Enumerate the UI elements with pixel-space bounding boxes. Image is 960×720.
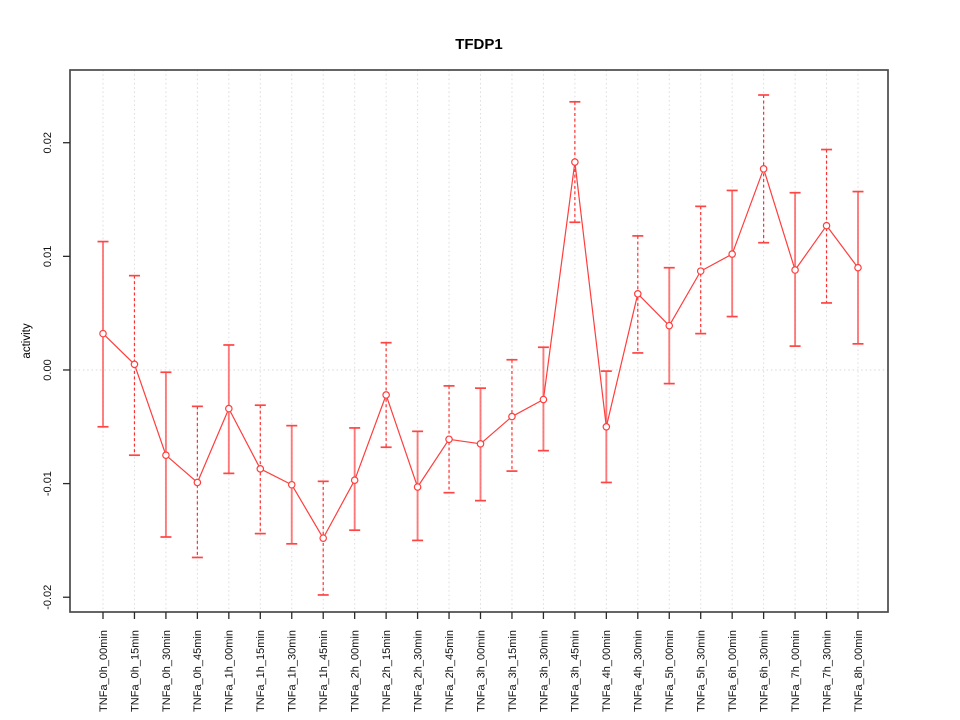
- data-point-marker: [696, 267, 705, 275]
- y-tick-label: 0.01: [42, 246, 54, 267]
- data-point-marker: [539, 395, 548, 404]
- x-axis-tick-labels: TNFa_0h_00min TNFa_0h_15min TNFa_0h_30min T…: [98, 630, 865, 712]
- data-point-marker: [822, 221, 831, 230]
- data-point-marker: [602, 422, 611, 431]
- x-axis-ticks: [102, 612, 859, 619]
- data-point-marker: [287, 480, 296, 489]
- data-point-marker: [759, 165, 768, 173]
- data-point-marker: [256, 465, 265, 473]
- data-point-marker: [193, 478, 202, 487]
- x-tick-label: TNFa_1h_45min: [318, 630, 330, 712]
- y-tick-label: -0.01: [42, 471, 54, 496]
- gridlines: [70, 70, 888, 612]
- x-tick-label: TNFa_1h_00min: [224, 630, 236, 712]
- x-tick-label: TNFa_7h_30min: [821, 630, 833, 712]
- data-point-marker: [413, 483, 422, 491]
- data-point-marker: [665, 321, 674, 330]
- data-point-marker: [130, 360, 139, 369]
- x-tick-label: TNFa_1h_30min: [287, 630, 299, 712]
- y-tick-label: -0.02: [42, 585, 54, 610]
- x-tick-label: TNFa_5h_30min: [696, 630, 708, 712]
- x-tick-label: TNFa_3h_00min: [475, 630, 487, 712]
- data-point-marker: [791, 266, 799, 274]
- x-tick-label: TNFa_4h_00min: [601, 630, 613, 712]
- data-point-marker: [162, 451, 170, 459]
- x-tick-label: TNFa_2h_30min: [412, 630, 424, 712]
- chart-title: TFDP1: [455, 36, 503, 53]
- data-point-marker: [854, 263, 862, 272]
- x-tick-label: TNFa_3h_45min: [570, 630, 582, 712]
- x-tick-label: TNFa_2h_00min: [350, 630, 362, 712]
- data-points: [99, 158, 862, 542]
- data-point-marker: [382, 391, 390, 399]
- x-tick-label: TNFa_2h_45min: [444, 630, 456, 712]
- x-tick-label: TNFa_0h_30min: [161, 630, 173, 712]
- data-point-marker: [476, 440, 485, 448]
- data-point-marker: [225, 404, 233, 413]
- x-tick-label: TNFa_4h_30min: [633, 630, 645, 712]
- data-point-marker: [728, 250, 736, 258]
- x-tick-label: TNFa_7h_00min: [790, 630, 802, 712]
- x-tick-label: TNFa_1h_15min: [255, 630, 267, 712]
- x-tick-label: TNFa_3h_15min: [507, 630, 519, 712]
- x-tick-label: TNFa_8h_00min: [853, 630, 865, 712]
- data-point-marker: [445, 435, 453, 444]
- y-axis-tick-labels: -0.02 -0.01 0.00 0.01 0.02: [42, 132, 54, 610]
- x-tick-label: TNFa_0h_00min: [98, 630, 110, 712]
- x-tick-label: TNFa_0h_15min: [129, 630, 141, 712]
- data-point-marker: [508, 412, 516, 421]
- x-tick-label: TNFa_0h_45min: [192, 630, 204, 712]
- y-axis-ticks: [63, 142, 70, 598]
- x-tick-label: TNFa_6h_00min: [727, 630, 739, 712]
- data-point-marker: [99, 329, 107, 338]
- x-tick-label: TNFa_6h_30min: [758, 630, 770, 712]
- data-point-marker: [319, 534, 328, 542]
- data-point-marker: [571, 158, 579, 166]
- x-tick-label: TNFa_5h_00min: [664, 630, 676, 712]
- y-tick-label: 0.02: [42, 132, 54, 153]
- x-tick-label: TNFa_2h_15min: [381, 630, 393, 712]
- data-point-marker: [350, 476, 359, 484]
- data-point-marker: [633, 290, 642, 298]
- y-tick-label: 0.00: [42, 359, 54, 380]
- x-tick-label: TNFa_3h_30min: [538, 630, 550, 712]
- plot-border: [69, 69, 889, 613]
